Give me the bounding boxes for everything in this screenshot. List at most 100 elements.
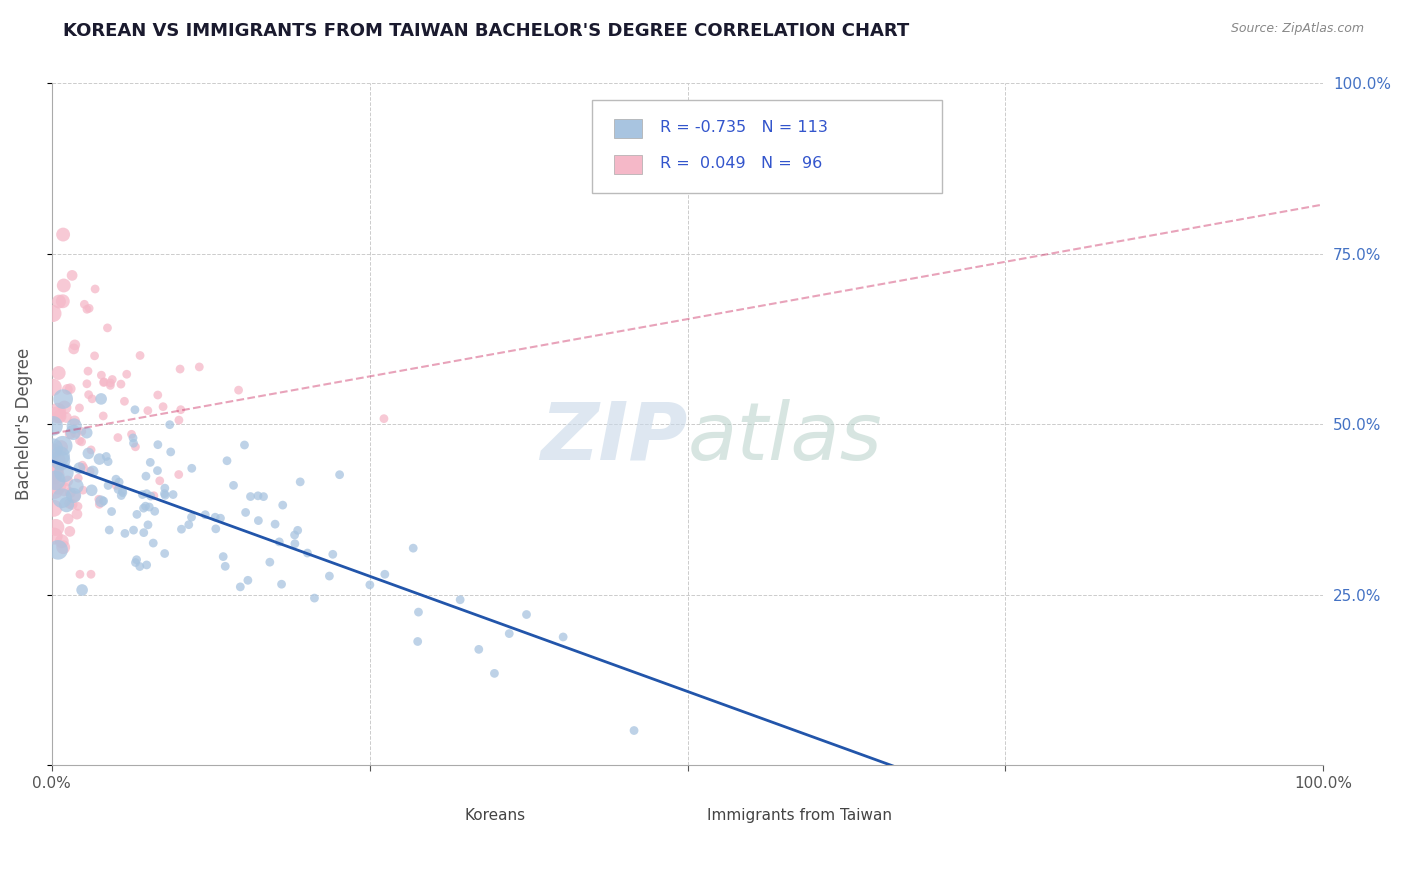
Point: [98, 523, 121, 537]
Point: [52, 466, 75, 480]
Point: [259, 555, 281, 569]
Point: [49, 440, 72, 454]
Point: [402, 541, 425, 556]
Point: [114, 394, 136, 409]
Point: [48, 294, 70, 309]
Point: [97, 478, 120, 492]
Point: [65, 479, 87, 493]
Point: [62, 342, 84, 356]
Point: [42, 445, 65, 459]
Point: [46, 408, 69, 422]
Point: [329, 467, 352, 482]
Point: [228, 383, 250, 397]
Point: [80, 483, 103, 498]
Point: [132, 501, 155, 516]
Point: [48, 366, 70, 380]
Point: [498, 626, 520, 640]
Point: [235, 505, 257, 519]
Point: [124, 556, 146, 570]
Point: [271, 498, 294, 512]
Point: [484, 666, 506, 681]
Point: [100, 504, 122, 518]
Point: [52, 294, 75, 309]
Point: [111, 485, 134, 500]
Point: [59, 382, 82, 396]
Point: [82, 465, 104, 479]
Point: [80, 442, 103, 457]
Point: [124, 440, 146, 454]
Point: [56, 383, 79, 397]
Point: [270, 577, 292, 591]
Point: [77, 446, 100, 460]
Point: [122, 431, 145, 445]
Point: [66, 507, 89, 521]
Point: [55, 410, 77, 425]
Point: [128, 559, 150, 574]
Point: [114, 526, 136, 541]
Point: [63, 338, 86, 352]
Point: [153, 486, 176, 500]
FancyBboxPatch shape: [614, 155, 641, 174]
Point: [59, 524, 82, 539]
Point: [374, 567, 396, 582]
Point: [449, 592, 471, 607]
Point: [159, 445, 181, 459]
Point: [49, 453, 72, 467]
Point: [60, 498, 83, 512]
Point: [290, 475, 312, 489]
FancyBboxPatch shape: [668, 807, 696, 824]
Point: [132, 525, 155, 540]
Point: [52, 278, 75, 293]
FancyBboxPatch shape: [592, 101, 942, 193]
Point: [269, 534, 291, 549]
Point: [69, 434, 91, 448]
Point: [177, 517, 200, 532]
Point: [134, 499, 156, 513]
Point: [42, 468, 65, 483]
Point: [77, 387, 100, 401]
Point: [167, 413, 190, 427]
Point: [246, 489, 269, 503]
Point: [93, 494, 115, 508]
Point: [96, 321, 118, 335]
Point: [167, 467, 190, 482]
Point: [222, 478, 245, 492]
Point: [122, 436, 145, 450]
Point: [93, 376, 115, 390]
Point: [107, 483, 129, 497]
Point: [56, 512, 79, 526]
Point: [67, 471, 90, 485]
Point: [42, 418, 65, 433]
Point: [46, 542, 69, 557]
Point: [408, 605, 430, 619]
Point: [142, 489, 165, 503]
Point: [83, 349, 105, 363]
Point: [70, 434, 93, 449]
Point: [72, 458, 94, 473]
Point: [59, 427, 82, 442]
Point: [204, 510, 226, 524]
Point: [70, 582, 93, 597]
Point: [553, 630, 575, 644]
Point: [229, 580, 252, 594]
Point: [239, 490, 262, 504]
Point: [139, 455, 162, 469]
Text: atlas: atlas: [688, 399, 882, 477]
Point: [304, 591, 326, 606]
Point: [58, 496, 80, 510]
Point: [252, 490, 274, 504]
Point: [322, 547, 344, 561]
Point: [318, 569, 340, 583]
Point: [284, 528, 307, 542]
Point: [138, 500, 160, 514]
Point: [76, 376, 98, 391]
Point: [65, 425, 87, 440]
Point: [129, 349, 152, 363]
Point: [100, 376, 122, 390]
Point: [135, 558, 157, 572]
Point: [52, 439, 75, 453]
Point: [65, 489, 87, 503]
Point: [42, 306, 65, 320]
Point: [153, 547, 176, 561]
Point: [146, 438, 169, 452]
